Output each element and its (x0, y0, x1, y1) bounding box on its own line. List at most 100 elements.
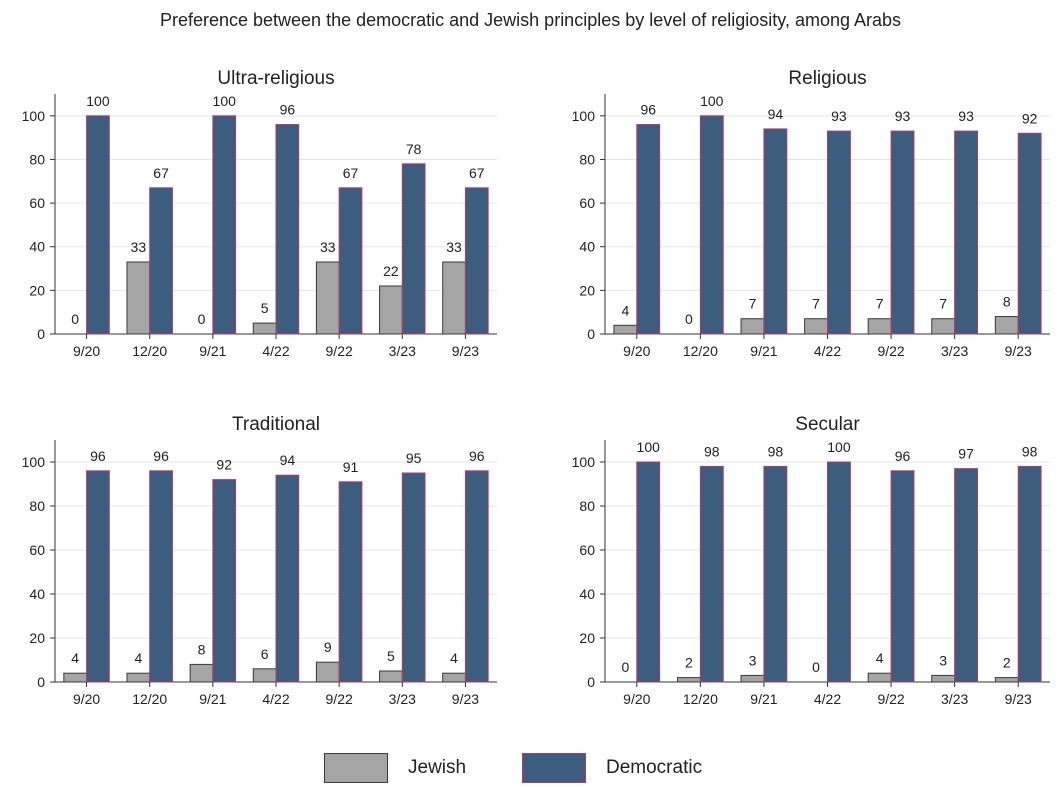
bar-jewish (189, 663, 214, 683)
y-tick-label: 40 (579, 239, 595, 255)
x-tick-label: 9/20 (623, 691, 650, 707)
data-label-democratic: 78 (406, 141, 422, 157)
bar-democratic (827, 130, 851, 335)
panel-title: Ultra-religious (217, 68, 334, 89)
x-tick-label: 12/20 (132, 343, 167, 359)
bar-jewish (613, 324, 638, 335)
bar-jewish (379, 285, 403, 335)
bar-jewish (252, 668, 277, 683)
data-label-jewish: 8 (1003, 294, 1011, 310)
y-tick-label: 80 (579, 151, 595, 167)
bar-democratic (401, 163, 426, 335)
x-tick-label: 9/22 (326, 691, 353, 707)
data-label-democratic: 96 (469, 448, 485, 464)
bar-jewish (931, 674, 956, 683)
x-tick-label: 9/23 (452, 343, 479, 359)
data-label-democratic: 94 (768, 106, 784, 122)
data-label-democratic: 100 (86, 93, 110, 109)
y-tick-label: 100 (572, 108, 596, 124)
y-tick-label: 20 (579, 282, 595, 298)
y-tick-label: 40 (29, 586, 45, 602)
y-tick-label: 100 (22, 108, 46, 124)
x-tick-label: 9/23 (1005, 691, 1032, 707)
x-tick-label: 9/20 (623, 343, 650, 359)
y-tick-label: 0 (37, 674, 45, 690)
y-tick-label: 80 (29, 151, 45, 167)
bar-jewish (315, 261, 340, 335)
bar-democratic (827, 461, 851, 683)
x-tick-label: 4/22 (262, 691, 289, 707)
data-label-democratic: 93 (958, 108, 974, 124)
bar-jewish (442, 261, 466, 335)
y-tick-label: 80 (29, 498, 45, 514)
data-label-democratic: 91 (343, 459, 359, 475)
bar-jewish (442, 672, 466, 683)
legend: Jewish Democratic (324, 753, 744, 787)
bar-jewish (676, 677, 701, 683)
data-label-democratic: 92 (1022, 110, 1038, 126)
bar-jewish (740, 318, 765, 335)
data-label-jewish: 0 (198, 311, 206, 327)
data-label-democratic: 96 (640, 102, 656, 118)
x-tick-label: 9/22 (877, 343, 904, 359)
x-tick-label: 9/23 (1005, 343, 1032, 359)
x-tick-label: 9/21 (750, 691, 777, 707)
data-label-jewish: 7 (812, 296, 820, 312)
x-tick-label: 9/22 (326, 343, 353, 359)
bar-jewish (379, 670, 403, 683)
data-label-democratic: 67 (153, 165, 169, 181)
x-tick-label: 3/23 (941, 691, 968, 707)
bar-democratic (890, 470, 915, 683)
bar-democratic (212, 115, 237, 335)
data-label-democratic: 100 (827, 439, 851, 455)
y-tick-label: 20 (29, 282, 45, 298)
data-label-jewish: 7 (749, 296, 757, 312)
data-label-jewish: 22 (383, 263, 399, 279)
x-tick-label: 9/21 (199, 691, 226, 707)
x-tick-label: 12/20 (683, 691, 718, 707)
data-label-jewish: 0 (71, 311, 79, 327)
bar-democratic (636, 461, 661, 683)
y-tick-label: 100 (572, 454, 596, 470)
data-label-jewish: 4 (876, 650, 884, 666)
bar-jewish (994, 316, 1019, 335)
bar-democratic (275, 474, 300, 683)
bar-jewish (740, 674, 765, 683)
x-tick-label: 9/23 (452, 691, 479, 707)
bar-democratic (1017, 465, 1042, 683)
data-label-jewish: 7 (876, 296, 884, 312)
y-tick-label: 40 (579, 586, 595, 602)
y-tick-label: 40 (29, 239, 45, 255)
y-tick-label: 60 (579, 542, 595, 558)
bar-democratic (464, 187, 489, 335)
data-label-jewish: 0 (685, 311, 693, 327)
bar-democratic (212, 479, 237, 683)
bar-democratic (763, 465, 788, 683)
bar-jewish (63, 672, 88, 683)
x-tick-label: 4/22 (814, 343, 841, 359)
data-label-jewish: 2 (685, 655, 693, 671)
bar-jewish (804, 318, 828, 335)
bar-democratic (86, 470, 110, 683)
bar-democratic (275, 124, 300, 335)
y-tick-label: 20 (579, 630, 595, 646)
bar-democratic (149, 187, 173, 335)
legend-label-democratic: Democratic (606, 757, 703, 778)
bar-jewish (994, 677, 1019, 683)
data-label-jewish: 4 (71, 650, 79, 666)
bar-jewish (315, 661, 340, 683)
bar-democratic (338, 481, 363, 683)
data-label-democratic: 100 (637, 439, 661, 455)
data-label-democratic: 98 (768, 443, 784, 459)
data-label-democratic: 93 (831, 108, 847, 124)
figure-title: Preference between the democratic and Je… (159, 10, 902, 30)
panel-title: Religious (788, 68, 866, 89)
x-tick-label: 12/20 (683, 343, 718, 359)
data-label-jewish: 33 (320, 239, 336, 255)
y-tick-label: 0 (587, 674, 595, 690)
data-label-jewish: 4 (621, 302, 629, 318)
x-tick-label: 9/20 (73, 691, 100, 707)
x-tick-label: 9/21 (750, 343, 777, 359)
y-tick-label: 100 (22, 454, 46, 470)
